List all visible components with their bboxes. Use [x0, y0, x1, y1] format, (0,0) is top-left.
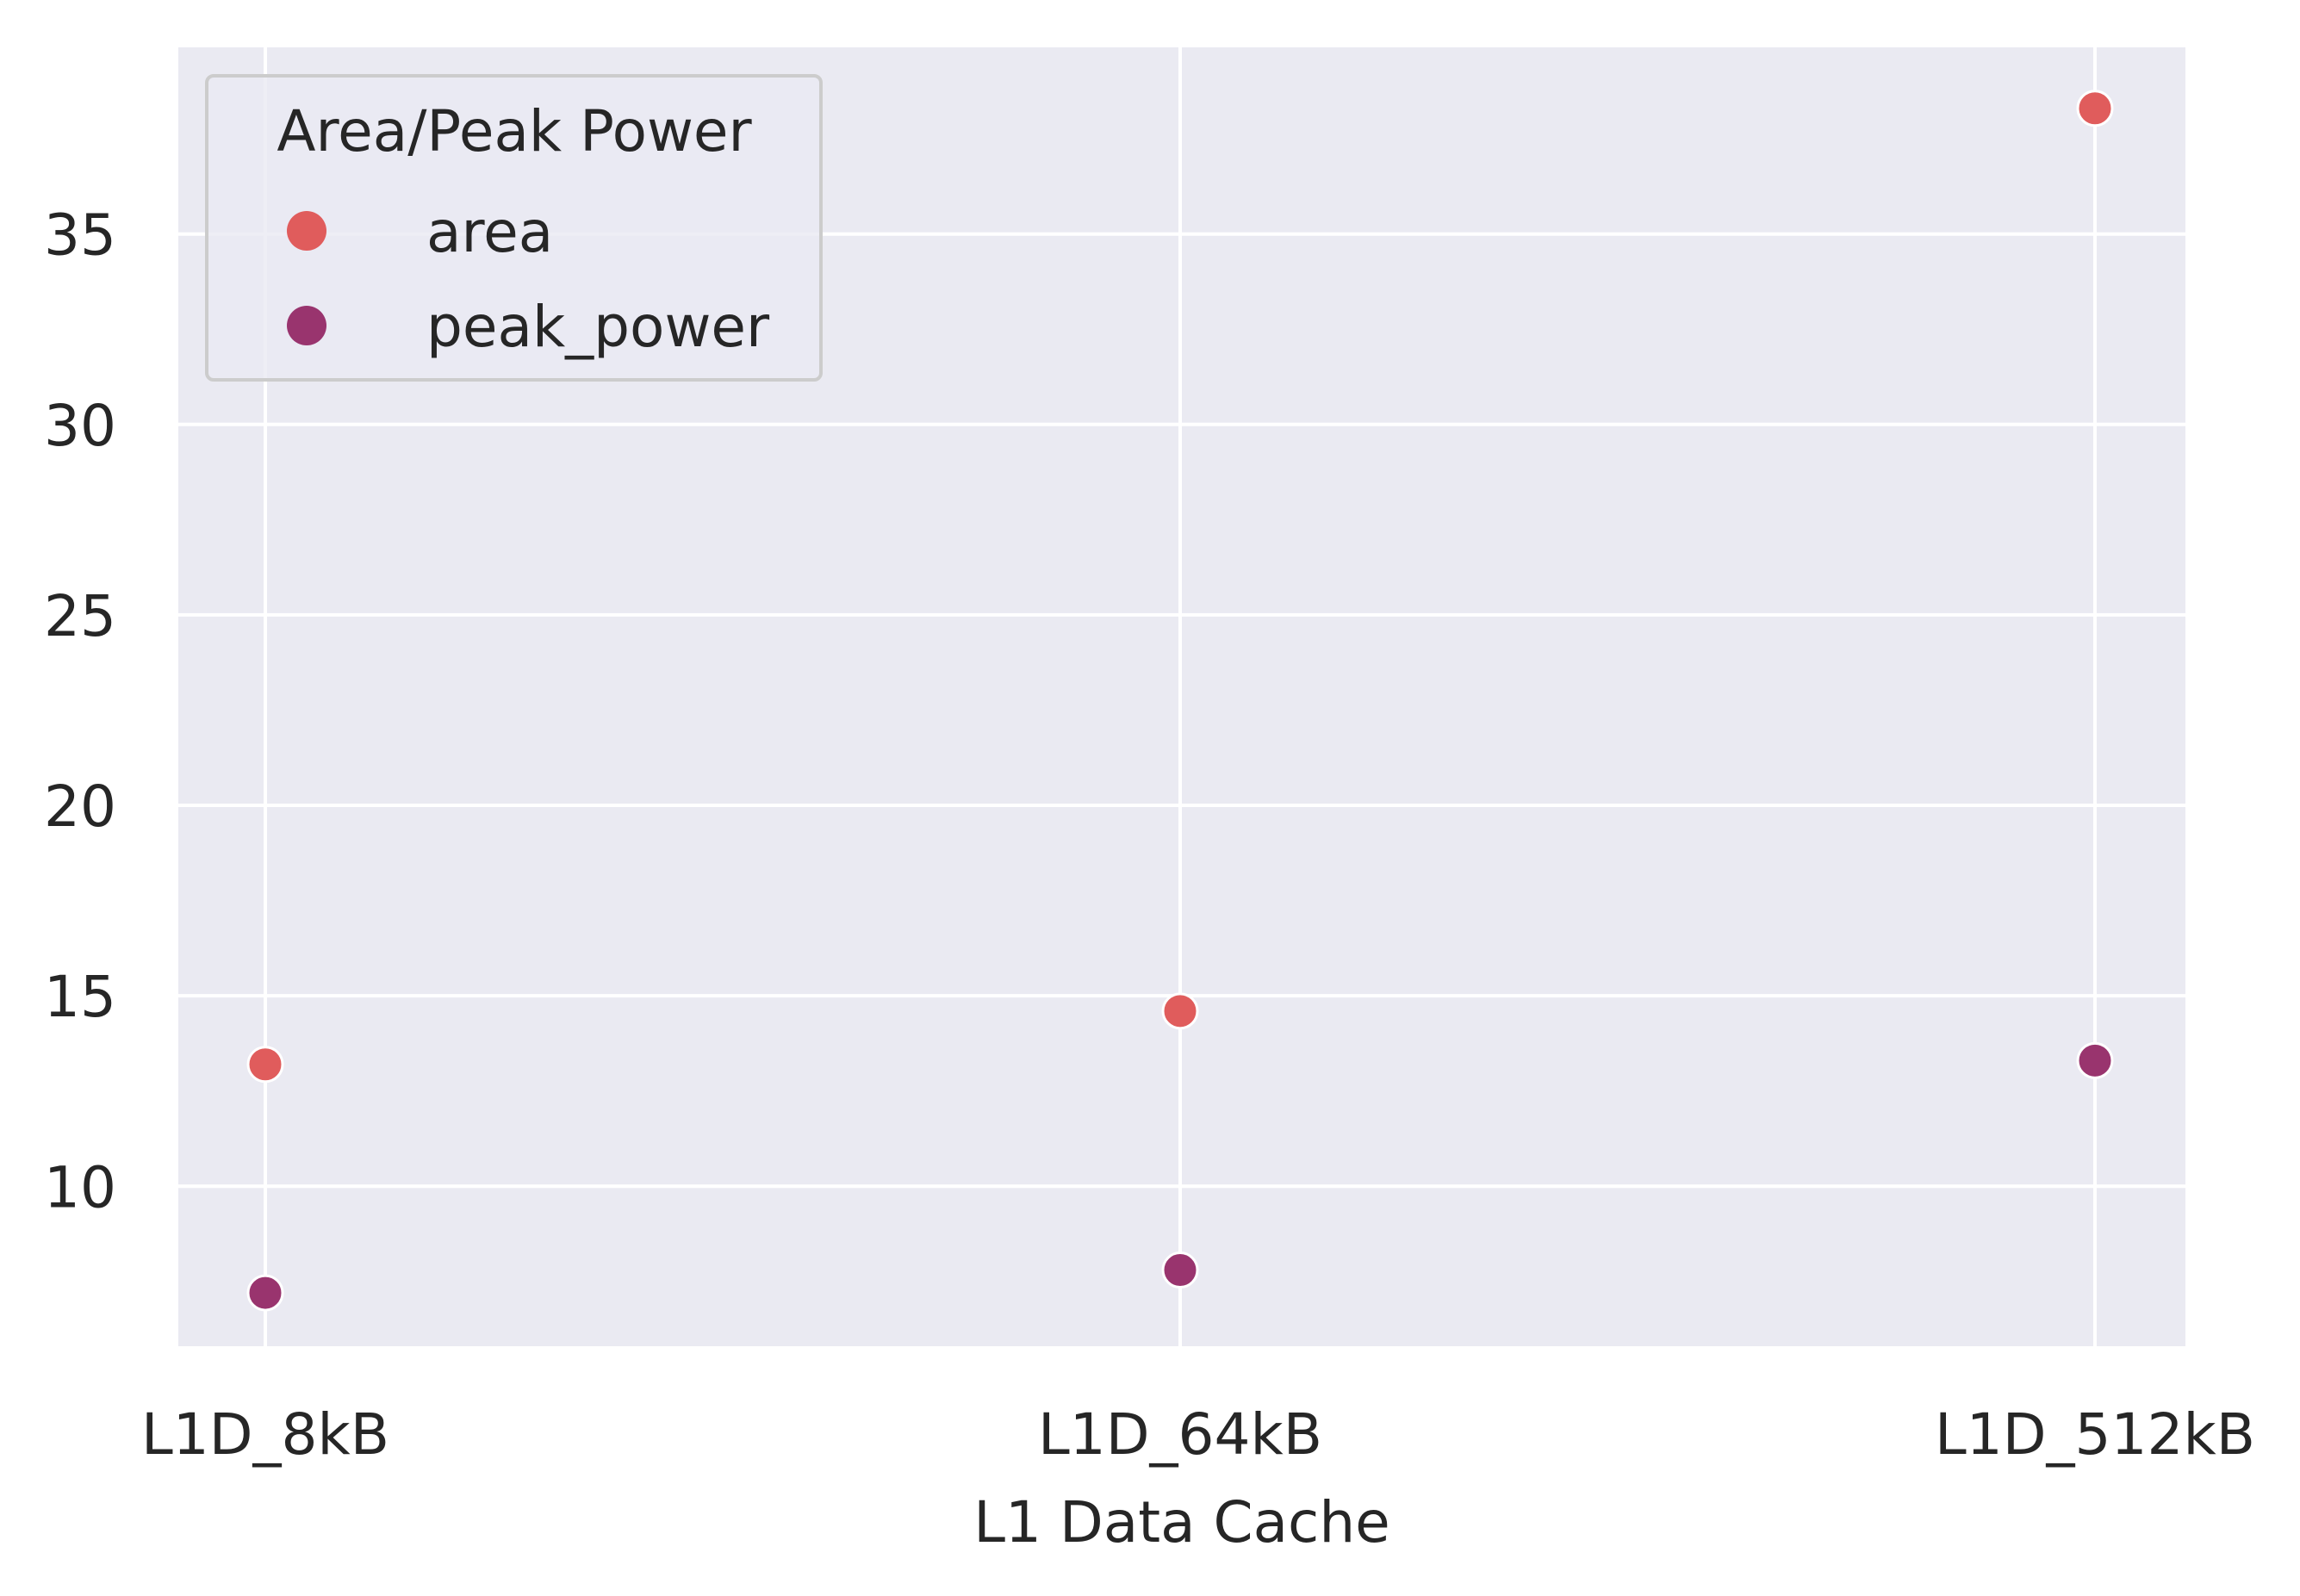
data-points — [246, 90, 2114, 1312]
data-point-peak_power — [1161, 1251, 1199, 1289]
y-tick-label: 10 — [44, 1154, 116, 1220]
y-tick-label: 25 — [44, 583, 116, 649]
y-tick-label: 35 — [44, 202, 116, 269]
data-point-peak_power — [2076, 1041, 2114, 1079]
legend-label-peak_power: peak_power — [426, 294, 770, 360]
data-point-area — [2076, 90, 2114, 127]
data-point-area — [246, 1046, 284, 1084]
legend-marker-peak_power — [287, 306, 326, 345]
legend-label-area: area — [426, 199, 553, 265]
data-point-peak_power — [246, 1274, 284, 1312]
legend-items: area peak_power — [287, 199, 770, 360]
legend: Area/Peak Power area peak_power — [205, 74, 823, 382]
x-axis-label: L1 Data Cache — [973, 1489, 1390, 1556]
x-tick-label: L1D_512kB — [1935, 1401, 2255, 1468]
x-tick-label: L1D_64kB — [1038, 1401, 1322, 1468]
x-tick-label: L1D_8kB — [141, 1401, 389, 1468]
legend-title: Area/Peak Power — [277, 98, 752, 165]
legend-box — [205, 74, 823, 382]
y-tick-label: 15 — [44, 964, 116, 1030]
y-tick-label: 20 — [44, 773, 116, 840]
data-point-area — [1161, 992, 1199, 1030]
x-tick-labels: L1D_8kB L1D_64kB L1D_512kB — [141, 1401, 2255, 1468]
y-tick-labels: 10 15 20 25 30 35 — [44, 202, 116, 1221]
y-tick-label: 30 — [44, 393, 116, 459]
legend-marker-area — [287, 211, 326, 251]
